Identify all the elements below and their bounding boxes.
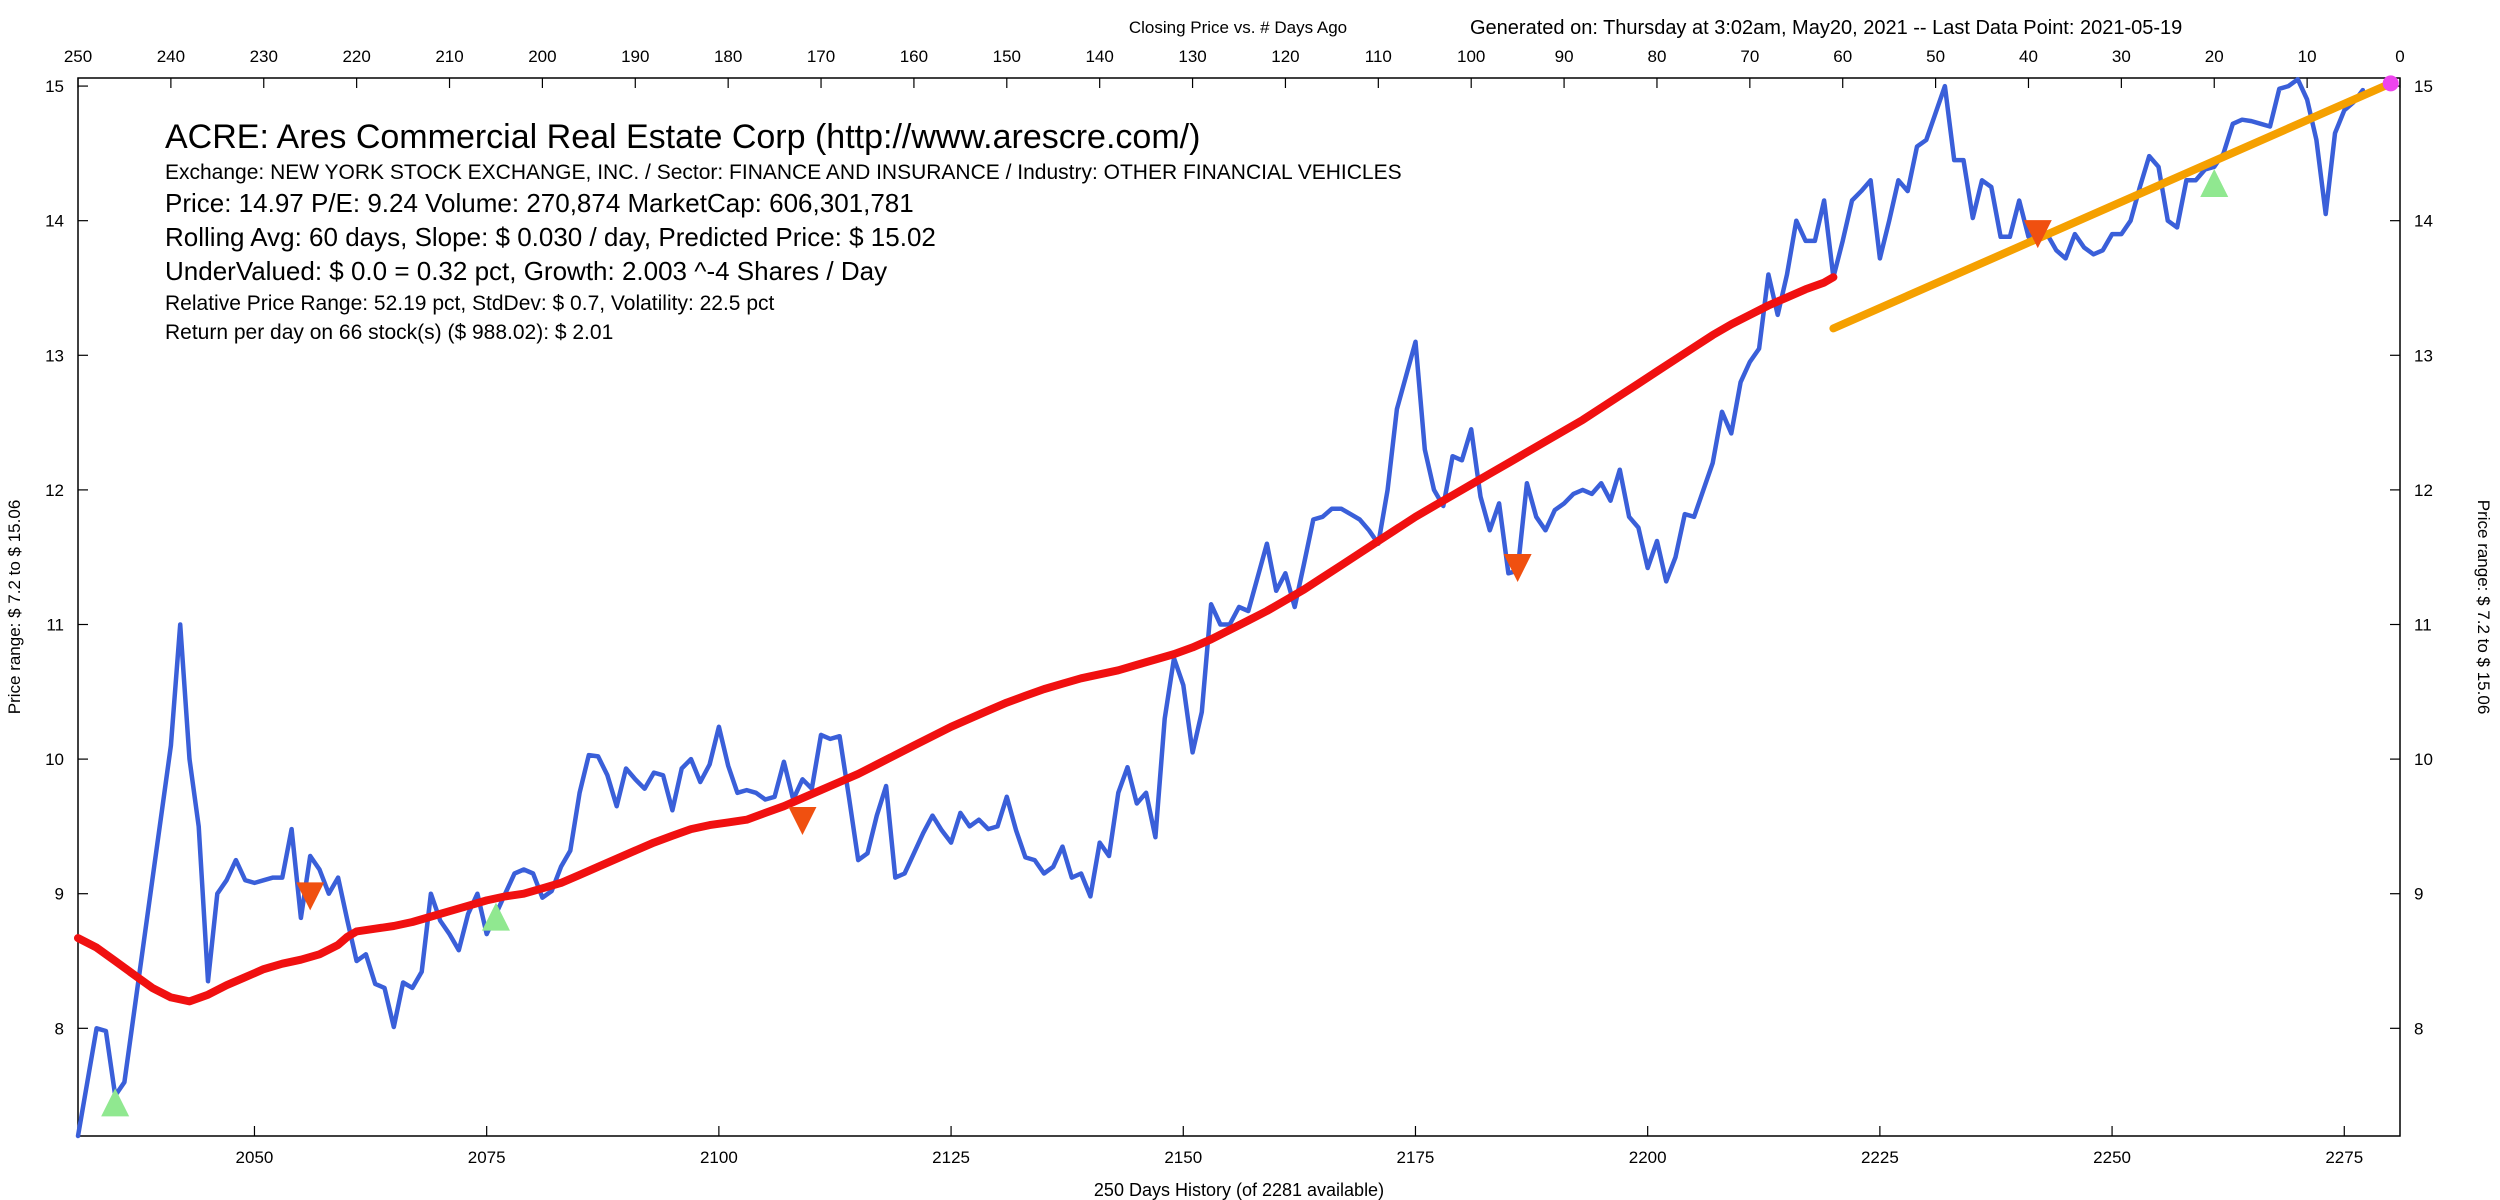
y-tick-label-right: 11 <box>2414 615 2432 634</box>
y-tick-label-left: 12 <box>45 481 64 500</box>
sell-marker <box>296 882 325 911</box>
range-line: Relative Price Range: 52.19 pct, StdDev:… <box>165 292 775 315</box>
y-tick-label-left: 10 <box>45 750 64 769</box>
bottom-tick-label: 2050 <box>236 1148 274 1167</box>
y-tick-label-right: 10 <box>2414 750 2433 769</box>
top-tick-label: 190 <box>621 47 649 66</box>
buy-marker <box>481 902 510 931</box>
last-point-marker <box>2382 75 2399 92</box>
top-tick-label: 240 <box>157 47 185 66</box>
x-axis-label: 250 Days History (of 2281 available) <box>1094 1180 1384 1200</box>
top-tick-label: 30 <box>2112 47 2131 66</box>
buy-marker <box>101 1088 130 1117</box>
y-tick-label-right: 9 <box>2414 885 2423 904</box>
bottom-tick-label: 2250 <box>2093 1148 2131 1167</box>
bottom-tick-label: 2275 <box>2325 1148 2363 1167</box>
y-tick-label-left: 15 <box>45 77 64 96</box>
top-tick-label: 160 <box>900 47 928 66</box>
top-tick-label: 10 <box>2298 47 2317 66</box>
top-tick-label: 140 <box>1085 47 1113 66</box>
y-tick-label-left: 8 <box>55 1019 64 1038</box>
top-tick-label: 50 <box>1926 47 1945 66</box>
top-tick-label: 20 <box>2205 47 2224 66</box>
bottom-tick-label: 2175 <box>1397 1148 1435 1167</box>
rolling-line: Rolling Avg: 60 days, Slope: $ 0.030 / d… <box>165 222 936 252</box>
y-tick-label-right: 12 <box>2414 481 2433 500</box>
top-tick-label: 110 <box>1365 47 1392 66</box>
bottom-tick-label: 2075 <box>468 1148 506 1167</box>
y-tick-label-left: 14 <box>45 212 64 231</box>
top-tick-label: 0 <box>2395 47 2404 66</box>
top-tick-label: 70 <box>1740 47 1759 66</box>
series-layer <box>74 77 2395 1139</box>
bottom-tick-label: 2225 <box>1861 1148 1899 1167</box>
sell-marker <box>1503 553 1532 582</box>
rolling-avg-series <box>74 273 1838 1006</box>
axes-ticks: 250 240 230 220 210 200 190 180 170 160 150 140 130 1… <box>45 47 2433 1167</box>
plot-frame <box>77 77 2401 1137</box>
sell-marker <box>788 807 817 836</box>
exchange-line: Exchange: NEW YORK STOCK EXCHANGE, INC. … <box>165 161 1402 184</box>
top-tick-label: 220 <box>342 47 370 66</box>
bottom-tick-label: 2200 <box>1629 1148 1667 1167</box>
y-tick-label-left: 11 <box>46 615 64 634</box>
y-axis-label-right: Price range: $ 7.2 to $ 15.06 <box>2474 500 2493 715</box>
top-tick-label: 130 <box>1178 47 1206 66</box>
undervalued-line: UnderValued: $ 0.0 = 0.32 pct, Growth: 2… <box>165 256 887 286</box>
top-tick-label: 210 <box>435 47 463 66</box>
return-line: Return per day on 66 stock(s) ($ 988.02)… <box>165 321 613 344</box>
bottom-tick-label: 2150 <box>1164 1148 1202 1167</box>
top-chart-title: Closing Price vs. # Days Ago <box>1129 18 1347 37</box>
y-axis-label-left: Price range: $ 7.2 to $ 15.06 <box>5 500 24 715</box>
y-tick-label-left: 9 <box>55 885 64 904</box>
y-tick-label-right: 15 <box>2414 77 2433 96</box>
y-tick-label-left: 13 <box>45 346 64 365</box>
top-tick-label: 230 <box>250 47 278 66</box>
top-tick-label: 60 <box>1833 47 1852 66</box>
top-tick-label: 150 <box>993 47 1021 66</box>
info-panel: ACRE: Ares Commercial Real Estate Corp (… <box>165 118 1402 344</box>
top-tick-label: 180 <box>714 47 742 66</box>
top-tick-label: 40 <box>2019 47 2038 66</box>
sell-marker <box>2023 220 2052 249</box>
y-tick-label-right: 14 <box>2414 212 2433 231</box>
generated-line: Generated on: Thursday at 3:02am, May20,… <box>1470 17 2182 39</box>
stock-title: ACRE: Ares Commercial Real Estate Corp (… <box>165 118 1200 156</box>
top-tick-label: 120 <box>1271 47 1299 66</box>
price-line: Price: 14.97 P/E: 9.24 Volume: 270,874 M… <box>165 188 914 218</box>
markers-layer <box>101 75 2399 1117</box>
top-tick-label: 170 <box>807 47 835 66</box>
top-tick-label: 100 <box>1457 47 1485 66</box>
bottom-tick-label: 2125 <box>932 1148 970 1167</box>
buy-marker <box>2200 168 2229 197</box>
price-line-series <box>75 77 2366 1139</box>
top-tick-label: 200 <box>528 47 556 66</box>
top-tick-label: 90 <box>1555 47 1574 66</box>
y-tick-label-right: 8 <box>2414 1019 2423 1038</box>
top-tick-label: 250 <box>64 47 92 66</box>
top-tick-label: 80 <box>1647 47 1666 66</box>
bottom-tick-label: 2100 <box>700 1148 738 1167</box>
projection-series <box>1829 79 2395 333</box>
y-tick-label-right: 13 <box>2414 346 2433 365</box>
